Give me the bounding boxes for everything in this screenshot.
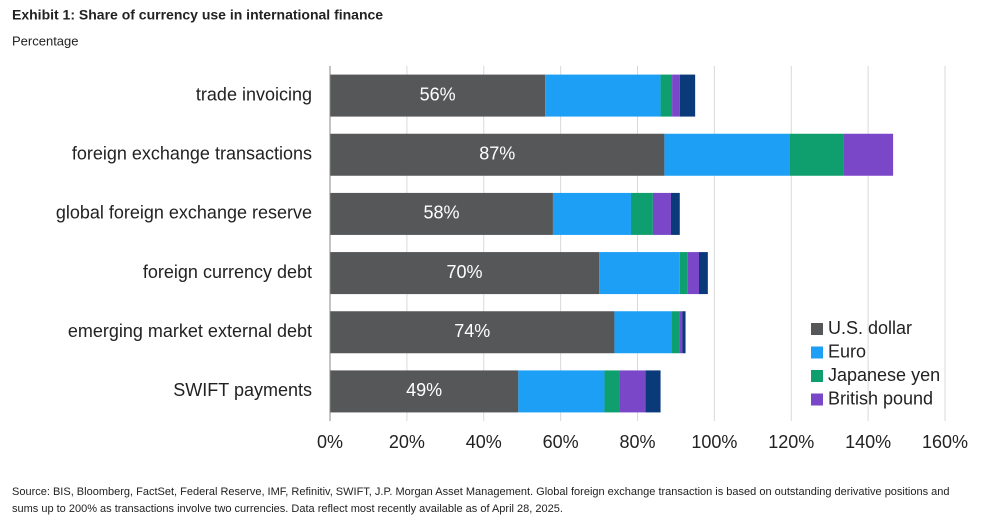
bar-segment [670,192,680,235]
bar-segment [619,370,646,413]
bar-segment [614,311,672,354]
category-label: SWIFT payments [173,380,312,400]
value-label: 49% [406,380,442,400]
x-tick-label: 40% [466,432,502,452]
x-tick-label: 160% [922,432,968,452]
bar-segment [604,370,620,413]
legend-swatch [811,393,823,406]
category-label: foreign exchange transactions [72,144,312,164]
bar-segment [843,133,894,176]
bar-segment [518,370,605,413]
bar-segment [330,133,665,176]
category-label: trade invoicing [196,84,312,104]
bar-segment [664,133,790,176]
bar-segment [679,74,696,117]
bar-segment [679,252,688,295]
bar-segment [671,311,680,354]
bar-segment [789,133,844,176]
bar-segment [330,192,553,235]
x-tick-label: 120% [768,432,814,452]
bar-segment [660,74,673,117]
bar-segment [682,311,686,354]
bar-segment [679,311,683,354]
bar-segment [672,74,680,117]
legend-swatch [811,370,823,382]
legend-label: U.S. dollar [828,318,912,338]
bar-segment [687,252,699,295]
legend-label: British pound [828,388,933,408]
chart-title: Exhibit 1: Share of currency use in inte… [12,7,383,23]
value-label: 70% [447,262,483,282]
category-label: global foreign exchange reserve [56,203,312,223]
bar-segment [330,370,519,413]
category-label: emerging market external debt [68,321,312,341]
bar-segment [330,252,600,295]
legend-label: Euro [828,341,866,361]
bar-segment [645,370,661,413]
category-label: foreign currency debt [143,262,312,282]
value-label: 74% [454,321,490,341]
bar-segment [330,311,615,354]
bar-segment [330,74,546,117]
legend-swatch [811,323,823,335]
x-tick-label: 20% [389,432,425,452]
value-label: 58% [423,203,459,223]
bar-segment [652,192,671,235]
x-tick-label: 140% [845,432,891,452]
x-tick-label: 0% [317,432,343,452]
chart: Exhibit 1: Share of currency use in inte… [12,7,968,452]
x-tick-label: 80% [619,432,655,452]
bar-segment [699,252,708,295]
source-note: Source: BIS, Bloomberg, FactSet, Federal… [12,486,950,515]
value-label: 56% [420,84,456,104]
bar-segment [630,192,653,235]
bar-segment [552,192,631,235]
x-tick-label: 100% [691,432,737,452]
legend-swatch [811,346,823,359]
value-label: 87% [479,144,515,164]
bar-segment [599,252,680,295]
chart-subtitle: Percentage [12,33,79,48]
bar-segment [545,74,661,117]
legend-label: Japanese yen [828,365,940,385]
x-tick-label: 60% [543,432,579,452]
